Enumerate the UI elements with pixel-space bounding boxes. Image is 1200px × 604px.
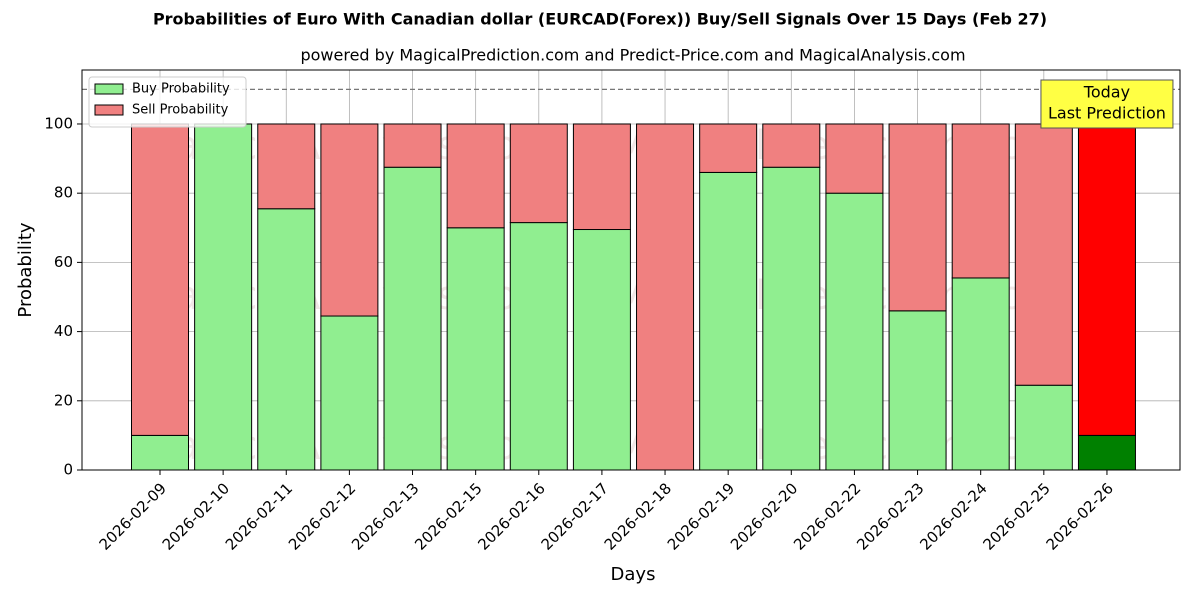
x-tick-label: 2026-02-18	[601, 479, 675, 553]
bar	[1014, 384, 1073, 471]
chart-title: Probabilities of Euro With Canadian doll…	[153, 10, 1047, 29]
bar	[320, 315, 379, 471]
y-tick-label: 20	[54, 391, 73, 409]
bar	[131, 434, 189, 471]
bar	[131, 123, 189, 436]
bar	[825, 123, 884, 194]
legend-box	[88, 76, 247, 128]
y-axis-label: Probability	[15, 222, 36, 317]
bar	[888, 123, 947, 312]
legend-label: Buy Probability	[132, 82, 230, 97]
x-tick-label: 2026-02-16	[474, 479, 548, 553]
plot-frame	[81, 69, 1181, 471]
bar	[699, 171, 758, 471]
x-tick-label: 2026-02-23	[853, 479, 927, 553]
bar	[446, 123, 505, 229]
legend-swatch	[94, 83, 124, 95]
x-tick-label: 2026-02-25	[979, 479, 1053, 553]
y-tick-label: 100	[44, 114, 73, 132]
bar	[1077, 123, 1136, 436]
x-tick-label: 2026-02-19	[664, 479, 738, 553]
legend-label: Sell Probability	[132, 103, 229, 118]
x-tick-label: 2026-02-22	[790, 479, 864, 553]
bar	[636, 123, 695, 471]
bar	[257, 123, 316, 210]
y-tick-label: 40	[54, 322, 73, 340]
bar	[1077, 434, 1136, 471]
bar	[509, 123, 568, 224]
annotation: Today	[1083, 83, 1130, 102]
x-tick-label: 2026-02-11	[222, 479, 296, 553]
x-tick-label: 2026-02-20	[727, 479, 801, 553]
bar	[762, 123, 821, 168]
bar	[383, 166, 442, 471]
bar	[825, 192, 884, 471]
bar	[951, 277, 1010, 471]
x-tick-label: 2026-02-10	[159, 479, 233, 553]
chart-subtitle: powered by MagicalPrediction.com and Pre…	[300, 46, 965, 65]
bar	[320, 123, 379, 317]
x-tick-label: 2026-02-26	[1043, 479, 1117, 553]
bar	[257, 208, 316, 471]
bar	[699, 123, 758, 173]
bar	[888, 310, 947, 471]
bar	[762, 166, 821, 471]
x-axis-label: Days	[611, 564, 656, 585]
bar	[194, 123, 253, 471]
annotation: Last Prediction	[1048, 104, 1166, 123]
bar	[1014, 123, 1073, 386]
x-tick-label: 2026-02-12	[285, 479, 359, 553]
annotation-box	[1040, 79, 1174, 129]
y-tick-label: 0	[63, 461, 73, 479]
bar	[572, 123, 631, 231]
x-tick-label: 2026-02-13	[348, 479, 422, 553]
legend-swatch	[94, 104, 124, 116]
bar	[572, 229, 631, 471]
x-tick-label: 2026-02-24	[916, 479, 990, 553]
bar	[383, 123, 442, 168]
x-tick-label: 2026-02-09	[96, 479, 170, 553]
y-tick-label: 80	[54, 184, 73, 202]
x-tick-label: 2026-02-15	[411, 479, 485, 553]
bar	[951, 123, 1010, 279]
y-tick-label: 60	[54, 253, 73, 271]
bar	[509, 222, 568, 471]
bar	[446, 227, 505, 471]
x-tick-label: 2026-02-17	[538, 479, 612, 553]
